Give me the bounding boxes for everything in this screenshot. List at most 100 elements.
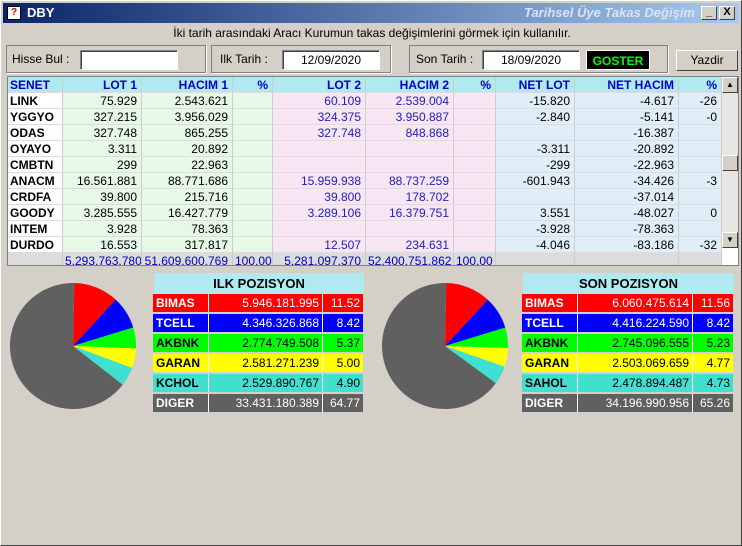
print-button[interactable]: Yazdir bbox=[676, 50, 738, 71]
stock-name: SAHOL bbox=[522, 374, 578, 392]
table-cell bbox=[454, 205, 496, 221]
app-icon[interactable]: ? bbox=[7, 6, 21, 20]
table-cell: -0 bbox=[679, 109, 722, 125]
table-cell bbox=[454, 173, 496, 189]
table-cell: CMBTN bbox=[8, 157, 63, 173]
table-cell: -299 bbox=[496, 157, 575, 173]
table-cell bbox=[679, 141, 722, 157]
position-row-akbnk: AKBNK 2.745.096.555 5.23 bbox=[522, 334, 733, 352]
table-cell: 88.737.259 bbox=[366, 173, 454, 189]
table-cell: 3.285.555 bbox=[63, 205, 142, 221]
table-cell bbox=[366, 141, 454, 157]
table-cell: -5.141 bbox=[575, 109, 679, 125]
position-value: 2.581.271.239 bbox=[209, 354, 323, 372]
position-row-garan: GARAN 2.581.271.239 5.00 bbox=[153, 354, 363, 372]
table-cell bbox=[679, 221, 722, 237]
scroll-thumb[interactable] bbox=[722, 155, 738, 171]
data-grid[interactable]: SENET LOT 1 HACIM 1% LOT 2 HACIM 2% NET LOT NE… bbox=[7, 76, 739, 266]
table-cell: 16.561.881 bbox=[63, 173, 142, 189]
table-cell: -15.820 bbox=[496, 93, 575, 109]
window-title: Tarihsel Üye Takas Değişim bbox=[523, 5, 695, 20]
table-cell bbox=[454, 93, 496, 109]
position-percent: 4.77 bbox=[706, 356, 730, 370]
table-cell: -78.363 bbox=[575, 221, 679, 237]
show-button[interactable]: GOSTER bbox=[586, 50, 650, 70]
position-row-bimas: BIMAS 6.060.475.614 11.56 bbox=[522, 294, 733, 312]
table-cell: 2.543.621 bbox=[142, 93, 233, 109]
table-cell: -16.387 bbox=[575, 125, 679, 141]
table-cell: 60.109 bbox=[273, 93, 366, 109]
table-cell bbox=[233, 93, 273, 109]
total-cell: 100,00 bbox=[454, 253, 496, 265]
table-cell: 848.868 bbox=[366, 125, 454, 141]
scroll-up-icon[interactable]: ▲ bbox=[722, 77, 738, 93]
position-value: 2.745.096.555 bbox=[578, 334, 693, 352]
pie-slice-diger bbox=[382, 283, 496, 409]
table-cell: LINK bbox=[8, 93, 63, 109]
table-cell: 317.817 bbox=[142, 237, 233, 253]
table-cell bbox=[273, 221, 366, 237]
column-header: SENET bbox=[8, 77, 63, 93]
table-cell: ANACM bbox=[8, 173, 63, 189]
position-value: 5.946.181.995 bbox=[209, 294, 323, 312]
table-cell: INTEM bbox=[8, 221, 63, 237]
vertical-scrollbar[interactable]: ▲ ▼ bbox=[722, 77, 738, 248]
position-percent: 4.73 bbox=[706, 376, 730, 390]
table-cell: -37.014 bbox=[575, 189, 679, 205]
table-cell: -4.617 bbox=[575, 93, 679, 109]
column-header: HACIM 2 bbox=[366, 77, 454, 93]
end-date-input[interactable]: 18/09/2020 bbox=[482, 50, 580, 70]
scroll-down-icon[interactable]: ▼ bbox=[722, 232, 738, 248]
column-header: LOT 2 bbox=[273, 77, 366, 93]
table-cell bbox=[679, 157, 722, 173]
table-cell bbox=[454, 109, 496, 125]
table-cell: 234.631 bbox=[366, 237, 454, 253]
table-cell bbox=[233, 221, 273, 237]
table-cell bbox=[233, 189, 273, 205]
table-cell: 12.507 bbox=[273, 237, 366, 253]
position-row-tcell: TCELL 4.346.326.868 8.42 bbox=[153, 314, 363, 332]
stock-name: BIMAS bbox=[153, 294, 209, 312]
pie-slice-bimas bbox=[73, 283, 116, 346]
table-cell: 3.289.106 bbox=[273, 205, 366, 221]
table-cell: -34.426 bbox=[575, 173, 679, 189]
total-cell: 100,00 bbox=[233, 253, 273, 265]
minimize-button[interactable]: _ bbox=[701, 6, 717, 20]
table-cell bbox=[454, 189, 496, 205]
table-cell: 15.959.938 bbox=[273, 173, 366, 189]
close-button[interactable]: X bbox=[719, 6, 735, 20]
column-header: % bbox=[233, 77, 273, 93]
table-cell bbox=[454, 221, 496, 237]
position-row-sahol: SAHOL 2.478.894.487 4.73 bbox=[522, 374, 733, 392]
table-cell: -3 bbox=[679, 173, 722, 189]
table-cell: 3.956.029 bbox=[142, 109, 233, 125]
table-cell: 327.748 bbox=[273, 125, 366, 141]
column-header: % bbox=[454, 77, 496, 93]
table-cell: 20.892 bbox=[142, 141, 233, 157]
title-bar[interactable]: ? DBY Tarihsel Üye Takas Değişim _ X bbox=[3, 3, 739, 23]
total-cell: 5.293.763.780 bbox=[63, 253, 142, 265]
position-row-diger: DIGER 33.431.180.389 64.77 bbox=[153, 394, 363, 412]
position-value: 34.196.990.956 bbox=[578, 394, 693, 412]
pie-slice-tcell bbox=[445, 299, 506, 346]
table-cell bbox=[454, 237, 496, 253]
search-label: Hisse Bul : bbox=[12, 52, 70, 66]
position-percent: 5.23 bbox=[706, 336, 730, 350]
table-cell: 327.215 bbox=[63, 109, 142, 125]
search-input[interactable] bbox=[80, 50, 178, 70]
table-cell: 215.716 bbox=[142, 189, 233, 205]
table-cell: -20.892 bbox=[575, 141, 679, 157]
stock-name: BIMAS bbox=[522, 294, 578, 312]
start-date-input[interactable]: 12/09/2020 bbox=[282, 50, 380, 70]
end-date-label: Son Tarih : bbox=[416, 52, 474, 66]
column-header: NET HACIM bbox=[575, 77, 679, 93]
stock-name: TCELL bbox=[522, 314, 578, 332]
table-cell: -48.027 bbox=[575, 205, 679, 221]
position-value: 6.060.475.614 bbox=[578, 294, 693, 312]
table-cell bbox=[496, 189, 575, 205]
pie-slice-kchol bbox=[73, 346, 133, 385]
table-cell: 78.363 bbox=[142, 221, 233, 237]
table-cell: -601.943 bbox=[496, 173, 575, 189]
position-value: 2.774.749.508 bbox=[209, 334, 323, 352]
position-percent: 4.90 bbox=[336, 376, 360, 390]
